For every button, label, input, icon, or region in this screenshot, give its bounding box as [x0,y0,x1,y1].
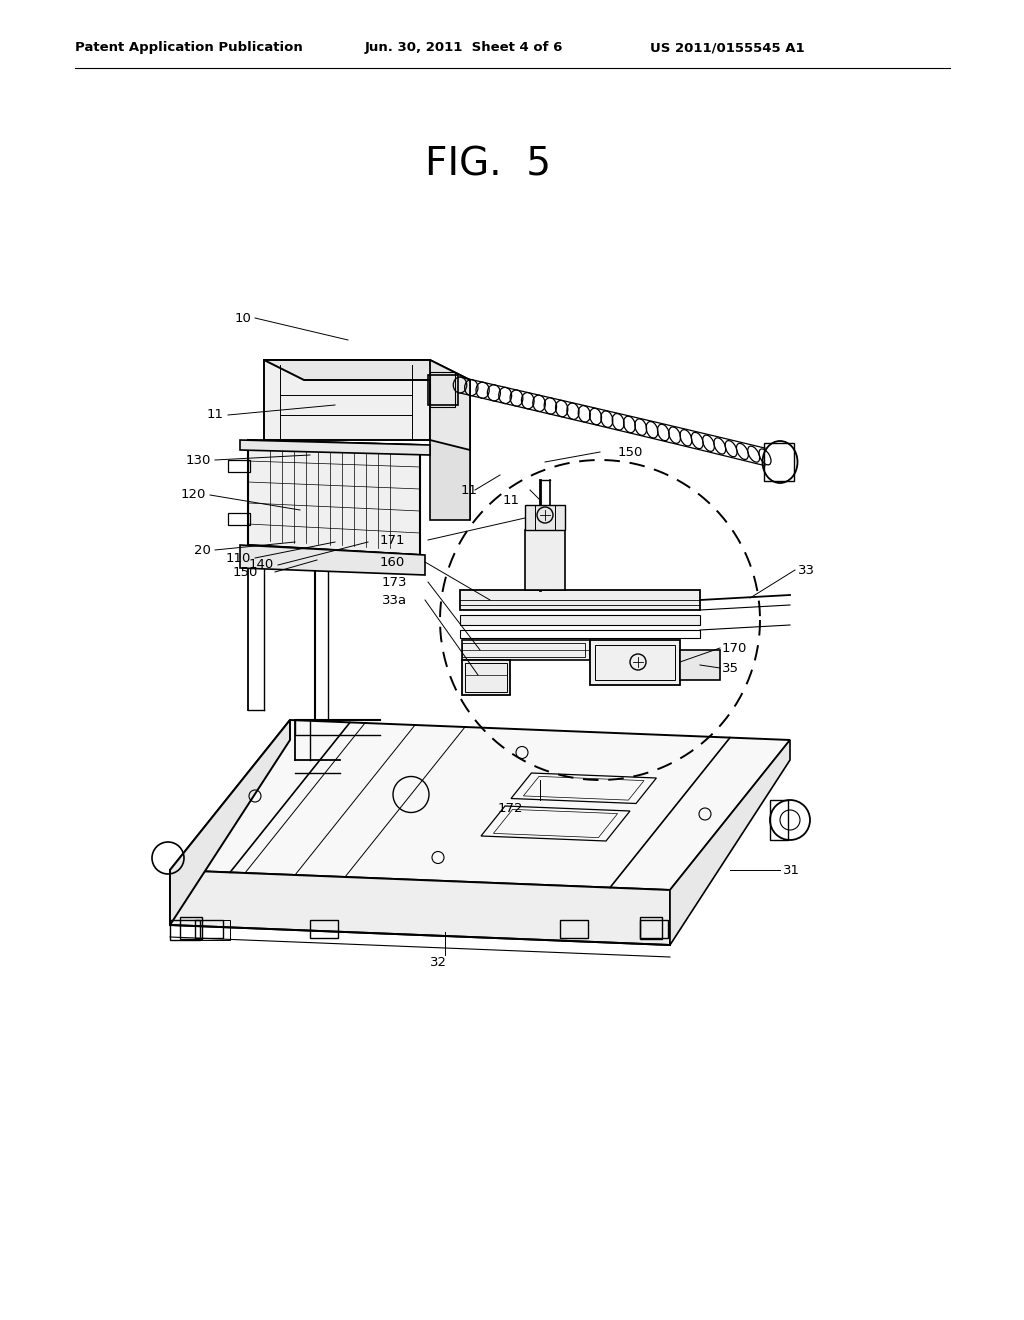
Text: 11: 11 [207,408,224,421]
Polygon shape [525,531,565,590]
Text: 150: 150 [618,446,643,458]
Text: 173: 173 [382,576,407,589]
Text: 31: 31 [783,863,800,876]
Text: FIG.  5: FIG. 5 [425,147,551,183]
Text: Jun. 30, 2011  Sheet 4 of 6: Jun. 30, 2011 Sheet 4 of 6 [365,41,563,54]
Polygon shape [462,640,590,660]
Text: 172: 172 [498,801,522,814]
Polygon shape [170,719,790,890]
Polygon shape [240,545,425,576]
Text: 120: 120 [180,488,206,502]
Polygon shape [460,590,700,610]
Bar [310,920,338,939]
Bar [640,917,662,939]
Text: 110: 110 [225,552,251,565]
Text: 160: 160 [380,556,406,569]
Text: 171: 171 [380,533,406,546]
Bar [770,800,788,840]
Text: 32: 32 [430,956,447,969]
Polygon shape [680,649,720,680]
Polygon shape [240,440,430,455]
Polygon shape [430,380,470,520]
Text: 11: 11 [461,483,478,496]
Bar [195,920,223,939]
Bar [430,372,455,407]
Text: 10: 10 [234,312,251,325]
Bar [228,512,250,525]
Text: 130: 130 [185,454,211,466]
Bar [428,375,458,405]
Text: 33a: 33a [382,594,407,606]
Text: 170: 170 [722,642,748,655]
Polygon shape [264,360,430,440]
Polygon shape [430,380,470,520]
Text: 33: 33 [798,564,815,577]
Bar [640,920,668,939]
Text: 11: 11 [503,494,520,507]
Polygon shape [670,741,790,945]
Polygon shape [248,440,420,554]
Polygon shape [460,615,700,624]
Bar [180,917,202,939]
Text: 35: 35 [722,661,739,675]
Polygon shape [430,360,470,450]
Text: 140: 140 [249,558,274,572]
Bar [560,920,588,939]
Polygon shape [170,870,670,945]
Polygon shape [170,719,290,925]
Polygon shape [590,640,680,685]
Text: 150: 150 [232,565,258,578]
Polygon shape [525,506,565,531]
Text: US 2011/0155545 A1: US 2011/0155545 A1 [650,41,805,54]
Bar [764,444,794,480]
Text: 20: 20 [195,544,211,557]
Polygon shape [462,660,510,696]
Polygon shape [264,360,470,380]
Bar [228,461,250,473]
Text: Patent Application Publication: Patent Application Publication [75,41,303,54]
